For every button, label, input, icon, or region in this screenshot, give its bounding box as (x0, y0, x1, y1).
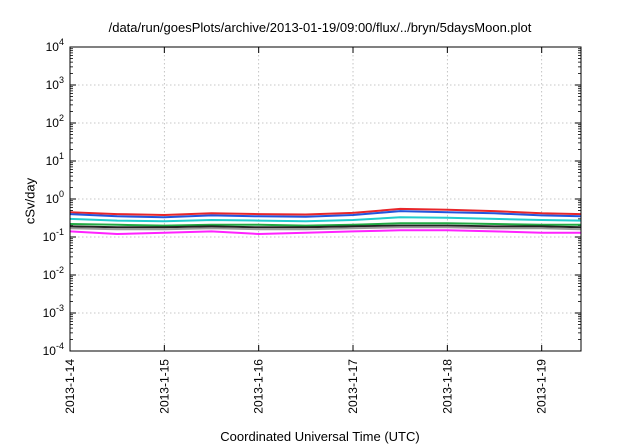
x-tick-label: 2013-1-14 (63, 359, 77, 414)
series-line-6 (69, 226, 582, 231)
x-tick-label: 2013-1-15 (157, 359, 171, 414)
x-axis-label: Coordinated Universal Time (UTC) (220, 429, 420, 444)
y-tick-label: 10-2 (43, 265, 64, 282)
x-tick-label: 2013-1-18 (440, 359, 454, 414)
y-tick-label: 102 (46, 113, 64, 130)
y-tick-label: 10-3 (43, 303, 64, 320)
x-tick-label: 2013-1-19 (535, 359, 549, 414)
series-line-1 (69, 207, 582, 216)
y-tick-label: 101 (46, 151, 64, 168)
y-tick-label: 10-1 (43, 227, 64, 244)
series-line-7 (69, 229, 581, 235)
plot-frame (69, 46, 582, 352)
y-tick-label: 10-4 (43, 341, 64, 358)
chart-title: /data/run/goesPlots/archive/2013-01-19/0… (108, 20, 532, 35)
y-tick-label: 104 (46, 37, 64, 54)
series-line-5 (69, 224, 582, 229)
series-line-4 (69, 222, 581, 227)
y-tick-label: 103 (46, 75, 64, 92)
series-line-3 (69, 216, 582, 223)
series-line-2 (69, 210, 582, 219)
x-tick-label: 2013-1-17 (346, 359, 360, 414)
x-tick-label: 2013-1-16 (252, 359, 266, 414)
y-tick-label: 100 (46, 189, 64, 206)
